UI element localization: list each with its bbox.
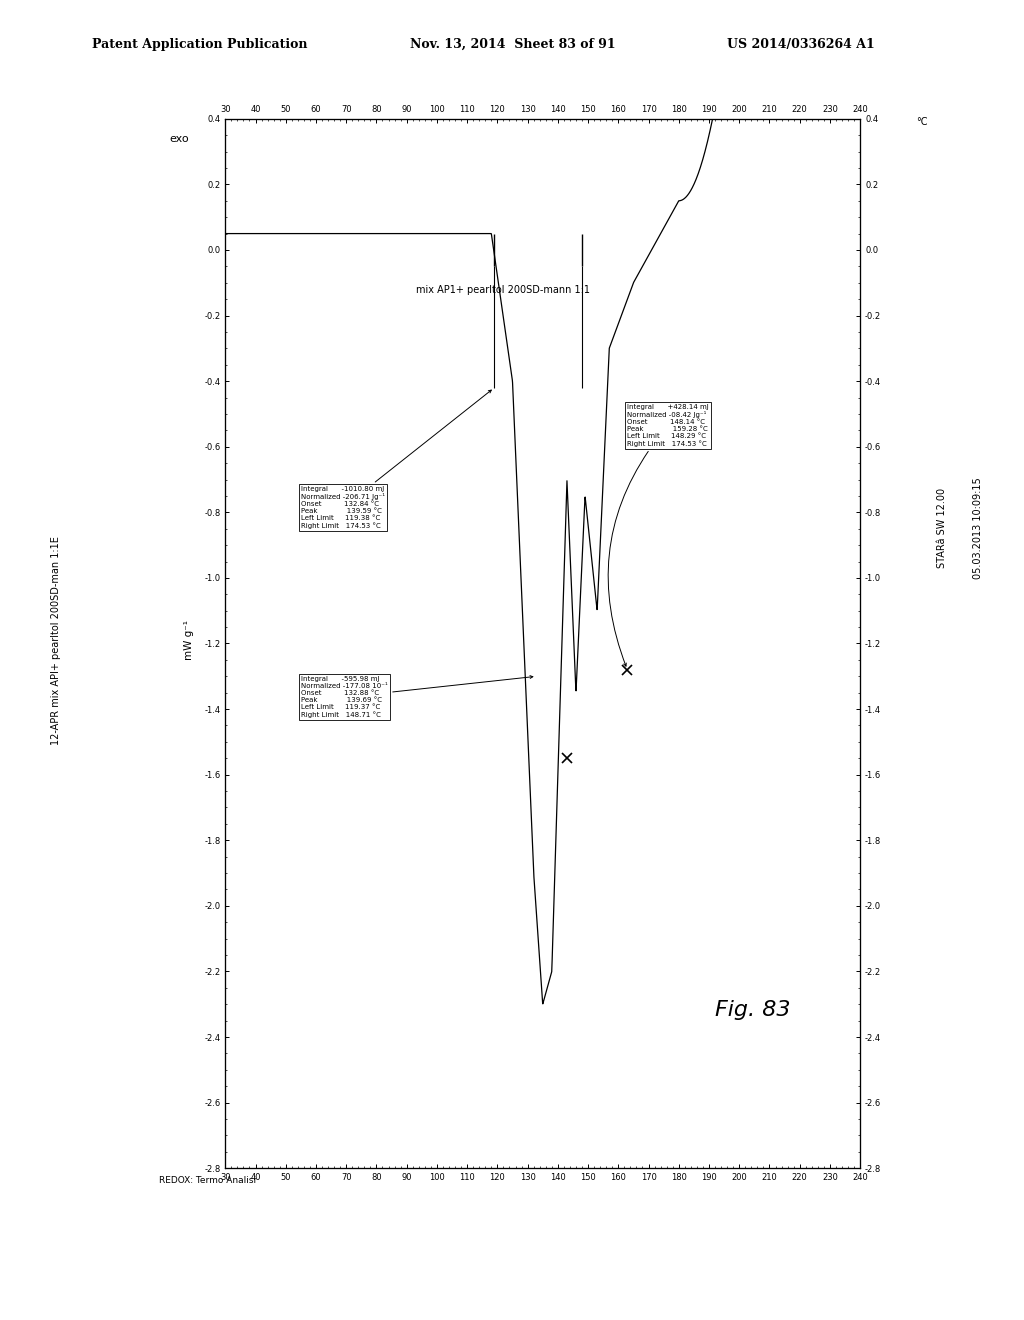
Text: 05.03.2013 10:09:15: 05.03.2013 10:09:15 <box>973 477 983 579</box>
Text: STARâ SW 12.00: STARâ SW 12.00 <box>937 488 947 568</box>
Text: Nov. 13, 2014  Sheet 83 of 91: Nov. 13, 2014 Sheet 83 of 91 <box>410 37 615 50</box>
Text: mix AP1+ pearltol 200SD-mann 1:1: mix AP1+ pearltol 200SD-mann 1:1 <box>416 285 590 294</box>
Text: Fig. 83: Fig. 83 <box>715 999 791 1020</box>
Text: US 2014/0336264 A1: US 2014/0336264 A1 <box>727 37 874 50</box>
Text: REDOX: Termo Analisi: REDOX: Termo Analisi <box>159 1176 256 1185</box>
Text: mW g⁻¹: mW g⁻¹ <box>184 620 195 660</box>
Text: Integral      -595.98 mJ
Normalized -177.08 10⁻¹
Onset          132.88 °C
Peak  : Integral -595.98 mJ Normalized -177.08 1… <box>301 676 532 718</box>
Text: °C: °C <box>915 117 928 128</box>
Text: Patent Application Publication: Patent Application Publication <box>92 37 307 50</box>
Text: Integral      -1010.80 mJ
Normalized -206.71 Jg⁻¹
Onset          132.84 °C
Peak : Integral -1010.80 mJ Normalized -206.71 … <box>301 391 492 529</box>
Text: Integral      +428.14 mJ
Normalized -08.42 Jg⁻¹
Onset          148.14 °C
Peak   : Integral +428.14 mJ Normalized -08.42 Jg… <box>608 404 710 667</box>
Text: 12-APR mix API+ pearltol 200SD-man 1:1E: 12-APR mix API+ pearltol 200SD-man 1:1E <box>51 536 61 744</box>
Text: exo: exo <box>169 133 189 144</box>
